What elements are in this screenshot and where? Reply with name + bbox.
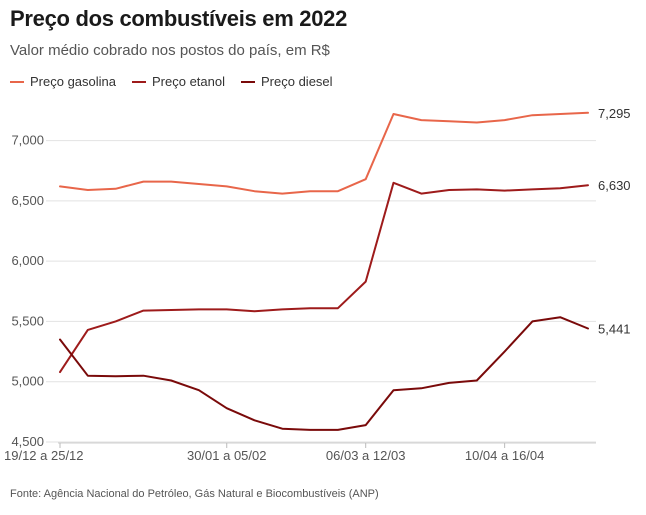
source-note: Fonte: Agência Nacional do Petróleo, Gás… <box>10 488 379 500</box>
legend: Preço gasolina Preço etanol Preço diesel <box>10 74 333 89</box>
end-value-label: 7,295 <box>598 106 631 121</box>
chart-title: Preço dos combustíveis em 2022 <box>10 6 348 31</box>
series-line-1 <box>59 111 589 195</box>
end-value-label: 5,441 <box>598 322 631 337</box>
y-tick-label: 5,500 <box>11 313 44 328</box>
legend-item-etanol: Preço etanol <box>132 74 225 89</box>
y-tick-label: 6,000 <box>11 253 44 268</box>
chart-subtitle: Valor médio cobrado nos postos do país, … <box>10 42 330 59</box>
legend-swatch-gasolina <box>10 80 24 83</box>
legend-item-gasolina: Preço gasolina <box>10 74 116 89</box>
legend-swatch-diesel <box>241 80 255 83</box>
legend-label-gasolina: Preço gasolina <box>30 74 116 89</box>
y-tick-label: 5,000 <box>11 374 44 389</box>
legend-item-diesel: Preço diesel <box>241 74 333 89</box>
legend-swatch-etanol <box>132 80 146 83</box>
x-tick-label: 06/03 a 12/03 <box>326 448 406 463</box>
legend-label-etanol: Preço etanol <box>152 74 225 89</box>
series-line-2 <box>59 181 589 374</box>
x-tick-label: 19/12 a 25/12 <box>4 448 84 463</box>
x-tick-label: 30/01 a 05/02 <box>187 448 267 463</box>
y-tick-label: 6,500 <box>11 193 44 208</box>
x-tick-label: 10/04 a 16/04 <box>465 448 545 463</box>
y-tick-label: 7,000 <box>11 133 44 148</box>
legend-label-diesel: Preço diesel <box>261 74 333 89</box>
end-value-label: 6,630 <box>598 178 631 193</box>
series-line-3 <box>59 316 589 431</box>
y-tick-label: 4,500 <box>11 434 44 449</box>
